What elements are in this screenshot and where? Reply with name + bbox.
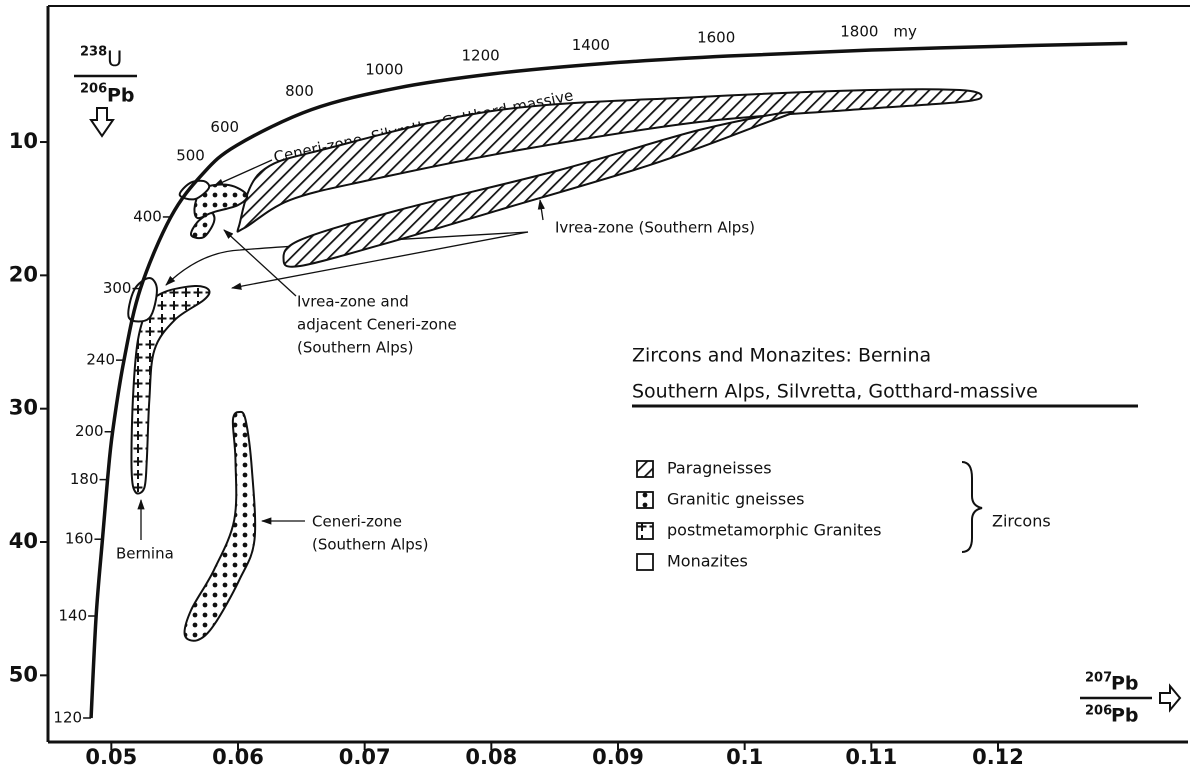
y-tick-label: 40	[9, 529, 38, 553]
age-label: 600	[210, 118, 239, 136]
annotation: Ivrea-zone and	[297, 293, 409, 311]
x-label-bottom-element: Pb	[1111, 705, 1139, 727]
data-field	[183, 410, 257, 642]
x-label-top-mass: 207	[1085, 671, 1112, 686]
annotation: Ceneri-zone	[312, 513, 402, 531]
legend-swatch	[636, 460, 654, 478]
age-label: 1600	[697, 29, 735, 47]
arrow	[223, 229, 297, 297]
x-tick-label: 0.08	[465, 745, 517, 769]
data-field	[282, 110, 795, 268]
y-label-top-mass: 238	[80, 45, 107, 60]
arrow	[230, 231, 529, 290]
annotation: Ivrea-zone (Southern Alps)	[555, 219, 755, 237]
x-tick-label: 0.05	[85, 745, 137, 769]
legend-label: Monazites	[667, 552, 748, 571]
annotation: (Southern Alps)	[312, 536, 428, 554]
x-tick-label: 0.1	[726, 745, 763, 769]
annotation: (Southern Alps)	[297, 339, 413, 357]
age-label: 500	[176, 147, 205, 165]
age-unit: my	[893, 23, 917, 41]
legend-swatch	[636, 491, 654, 509]
age-label: 160	[65, 530, 94, 548]
arrow	[537, 198, 545, 221]
legend-group-label: Zircons	[992, 512, 1051, 531]
y-label-bottom-element: Pb	[107, 85, 135, 107]
x-tick-label: 0.12	[972, 745, 1024, 769]
y-label-top-element: U	[107, 47, 122, 71]
x-tick-label: 0.06	[212, 745, 264, 769]
y-tick-label: 10	[9, 129, 38, 153]
x-tick-label: 0.07	[339, 745, 391, 769]
y-direction-arrow	[89, 107, 115, 138]
age-label: 180	[70, 470, 99, 488]
age-label: 300	[103, 279, 132, 297]
y-label-bottom-mass: 206	[80, 82, 107, 97]
age-label: 1400	[572, 36, 610, 54]
y-tick-label: 30	[9, 396, 38, 420]
regions	[127, 88, 983, 642]
age-label: 140	[58, 607, 87, 625]
annotation: Bernina	[116, 545, 174, 563]
chart-title: Zircons and Monazites: Bernina	[632, 345, 931, 367]
x-tick-label: 0.09	[592, 745, 644, 769]
data-field	[130, 285, 211, 495]
x-label-bottom-mass: 206	[1085, 704, 1112, 719]
y-tick-label: 20	[9, 262, 38, 286]
age-label: 800	[285, 82, 314, 100]
legend-label: Granitic gneisses	[667, 490, 804, 509]
age-label: 1200	[462, 46, 500, 64]
data-field	[236, 88, 983, 233]
x-label-top-element: Pb	[1111, 673, 1139, 695]
age-label: 1000	[365, 61, 403, 79]
age-label: 400	[133, 207, 162, 225]
arrow	[165, 231, 529, 286]
age-label: 240	[86, 351, 115, 369]
x-direction-arrow	[1159, 683, 1182, 713]
age-label: 120	[53, 709, 82, 727]
age-label: 200	[75, 422, 104, 440]
legend-swatch	[636, 522, 654, 540]
x-tick-label: 0.11	[845, 745, 897, 769]
x-axis-label: 207 Pb 206 Pb	[1080, 671, 1182, 727]
y-axis-label: 238 U 206 Pb	[74, 45, 137, 138]
arrow	[213, 159, 273, 187]
annotation: adjacent Ceneri-zone	[297, 316, 457, 334]
legend-label: Paragneisses	[667, 459, 772, 478]
legend-label: postmetamorphic Granites	[667, 521, 881, 540]
age-label: 1800	[840, 23, 878, 41]
data-field	[189, 212, 216, 240]
chart-subtitle: Southern Alps, Silvretta, Gotthard-massi…	[632, 381, 1038, 403]
y-tick-label: 50	[9, 662, 38, 686]
legend-swatch	[636, 553, 654, 571]
legend-brace	[961, 461, 983, 553]
